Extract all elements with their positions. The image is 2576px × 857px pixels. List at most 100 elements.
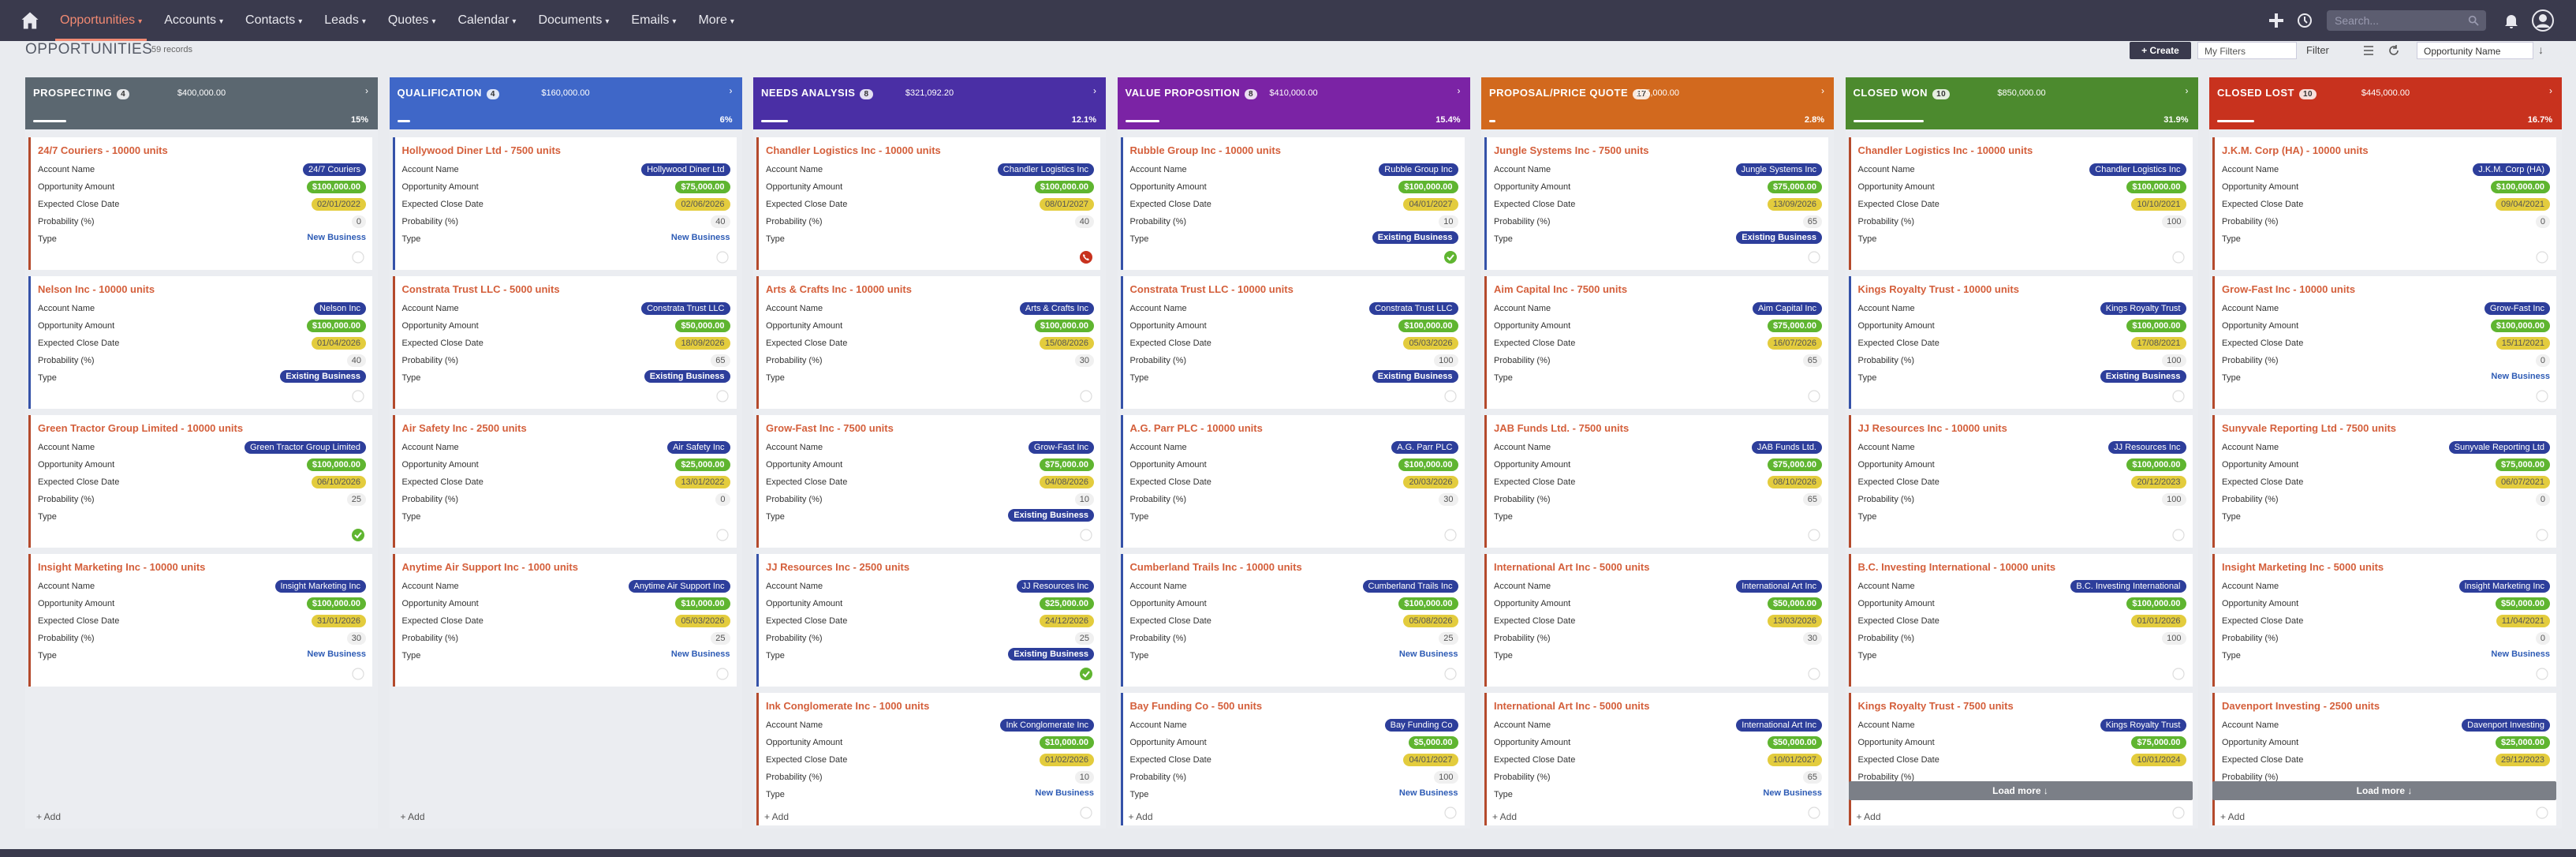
nav-item-accounts[interactable]: Accounts ▾: [159, 0, 228, 41]
status-circle-icon[interactable]: [1443, 668, 1457, 680]
status-circle-icon[interactable]: [1808, 806, 1820, 819]
account-value-link[interactable]: Kings Royalty Trust: [2100, 302, 2186, 315]
opportunity-card[interactable]: Hollywood Diner Ltd - 7500 units Account…: [392, 137, 737, 270]
status-circle-icon[interactable]: [1080, 806, 1092, 819]
opportunity-title-link[interactable]: Jungle Systems Inc - 7500 units: [1494, 144, 1649, 156]
opportunity-title-link[interactable]: Constrata Trust LLC - 5000 units: [401, 283, 560, 295]
status-circle-icon[interactable]: [1080, 529, 1092, 541]
account-value-link[interactable]: Insight Marketing Inc: [274, 580, 366, 593]
opportunity-card[interactable]: Air Safety Inc - 2500 units Account Name…: [392, 415, 737, 548]
opportunity-card[interactable]: Anytime Air Support Inc - 1000 units Acc…: [392, 554, 737, 687]
opportunity-card[interactable]: Green Tractor Group Limited - 10000 unit…: [28, 415, 372, 548]
account-value-link[interactable]: Anytime Air Support Inc: [628, 580, 730, 593]
status-circle-icon[interactable]: [1443, 390, 1457, 402]
list-view-icon[interactable]: [2361, 43, 2376, 58]
opportunity-title-link[interactable]: Ink Conglomerate Inc - 1000 units: [766, 700, 930, 712]
opportunity-title-link[interactable]: Bay Funding Co - 500 units: [1129, 700, 1263, 712]
opportunity-title-link[interactable]: Kings Royalty Trust - 7500 units: [1857, 700, 2014, 712]
opportunity-card[interactable]: International Art Inc - 5000 units Accou…: [1484, 693, 1828, 825]
load-more-button[interactable]: Load more ↓: [1848, 781, 2193, 800]
opportunity-card[interactable]: Rubble Group Inc - 10000 units Account N…: [1120, 137, 1465, 270]
account-value-link[interactable]: Nelson Inc: [314, 302, 366, 315]
opportunity-card[interactable]: Cumberland Trails Inc - 10000 units Acco…: [1120, 554, 1465, 687]
status-circle-icon[interactable]: [2536, 529, 2548, 541]
nav-item-leads[interactable]: Leads ▾: [319, 0, 371, 41]
opportunity-card[interactable]: J.K.M. Corp (HA) - 10000 units Account N…: [2212, 137, 2556, 270]
add-card-button[interactable]: + Add: [36, 811, 62, 822]
account-value-link[interactable]: International Art Inc: [1736, 719, 1822, 732]
account-value-link[interactable]: Rubble Group Inc: [1379, 163, 1458, 176]
opportunity-card[interactable]: Constrata Trust LLC - 5000 units Account…: [392, 276, 737, 409]
add-card-button[interactable]: + Add: [1856, 811, 1881, 822]
status-circle-icon[interactable]: [1443, 806, 1457, 819]
status-circle-icon[interactable]: [1808, 668, 1820, 680]
opportunity-card[interactable]: Ink Conglomerate Inc - 1000 units Accoun…: [756, 693, 1100, 825]
plus-icon[interactable]: [2267, 11, 2286, 30]
column-collapse-icon[interactable]: ›: [1093, 85, 1096, 96]
account-value-link[interactable]: Hollywood Diner Ltd: [641, 163, 730, 176]
add-card-button[interactable]: + Add: [400, 811, 425, 822]
opportunity-title-link[interactable]: JAB Funds Ltd. - 7500 units: [1494, 422, 1630, 434]
status-circle-icon[interactable]: [2536, 806, 2548, 819]
opportunity-title-link[interactable]: Anytime Air Support Inc - 1000 units: [401, 561, 578, 573]
opportunity-card[interactable]: Insight Marketing Inc - 10000 units Acco…: [28, 554, 372, 687]
phone-icon[interactable]: [1080, 251, 1092, 264]
load-more-button[interactable]: Load more ↓: [2212, 781, 2556, 800]
status-circle-icon[interactable]: [2171, 806, 2185, 819]
account-value-link[interactable]: Davenport Investing: [2462, 719, 2550, 732]
account-value-link[interactable]: Air Safety Inc: [667, 441, 730, 454]
opportunity-title-link[interactable]: JJ Resources Inc - 2500 units: [766, 561, 910, 573]
nav-item-documents[interactable]: Documents ▾: [533, 0, 614, 41]
column-collapse-icon[interactable]: ›: [1457, 85, 1461, 96]
opportunity-card[interactable]: Kings Royalty Trust - 10000 units Accoun…: [1848, 276, 2193, 409]
sort-field-select[interactable]: Opportunity Name: [2417, 42, 2533, 59]
status-circle-icon[interactable]: [352, 251, 364, 264]
status-circle-icon[interactable]: [1808, 251, 1820, 264]
opportunity-title-link[interactable]: International Art Inc - 5000 units: [1494, 561, 1650, 573]
status-circle-icon[interactable]: [2536, 251, 2548, 264]
check-circle-icon[interactable]: [352, 529, 364, 541]
opportunity-title-link[interactable]: A.G. Parr PLC - 10000 units: [1129, 422, 1263, 434]
status-circle-icon[interactable]: [2171, 668, 2185, 680]
add-card-button[interactable]: + Add: [1492, 811, 1518, 822]
account-value-link[interactable]: A.G. Parr PLC: [1391, 441, 1458, 454]
opportunity-card[interactable]: Aim Capital Inc - 7500 units Account Nam…: [1484, 276, 1828, 409]
account-value-link[interactable]: J.K.M. Corp (HA): [2473, 163, 2550, 176]
opportunity-title-link[interactable]: Arts & Crafts Inc - 10000 units: [766, 283, 912, 295]
opportunity-title-link[interactable]: J.K.M. Corp (HA) - 10000 units: [2222, 144, 2369, 156]
account-value-link[interactable]: Insight Marketing Inc: [2458, 580, 2550, 593]
opportunity-title-link[interactable]: B.C. Investing International - 10000 uni…: [1857, 561, 2056, 573]
add-card-button[interactable]: + Add: [764, 811, 790, 822]
opportunity-card[interactable]: JAB Funds Ltd. - 7500 units Account Name…: [1484, 415, 1828, 548]
column-collapse-icon[interactable]: ›: [365, 85, 368, 96]
account-value-link[interactable]: Jungle Systems Inc: [1735, 163, 1822, 176]
account-value-link[interactable]: Constrata Trust LLC: [641, 302, 730, 315]
opportunity-title-link[interactable]: Cumberland Trails Inc - 10000 units: [1129, 561, 1302, 573]
check-circle-icon[interactable]: [1443, 251, 1457, 264]
opportunity-card[interactable]: Grow-Fast Inc - 10000 units Account Name…: [2212, 276, 2556, 409]
opportunity-title-link[interactable]: International Art Inc - 5000 units: [1494, 700, 1650, 712]
opportunity-card[interactable]: Sunyvale Reporting Ltd - 7500 units Acco…: [2212, 415, 2556, 548]
account-value-link[interactable]: Constrata Trust LLC: [1369, 302, 1458, 315]
opportunity-title-link[interactable]: Chandler Logistics Inc - 10000 units: [1857, 144, 2033, 156]
status-circle-icon[interactable]: [2536, 390, 2548, 402]
account-value-link[interactable]: Bay Funding Co: [1384, 719, 1458, 732]
opportunity-card[interactable]: Chandler Logistics Inc - 10000 units Acc…: [756, 137, 1100, 270]
opportunity-card[interactable]: JJ Resources Inc - 10000 units Account N…: [1848, 415, 2193, 548]
nav-item-contacts[interactable]: Contacts ▾: [241, 0, 307, 41]
bell-icon[interactable]: [2502, 11, 2521, 30]
status-circle-icon[interactable]: [1443, 529, 1457, 541]
account-value-link[interactable]: Ink Conglomerate Inc: [1000, 719, 1094, 732]
account-value-link[interactable]: Grow-Fast Inc: [2484, 302, 2550, 315]
nav-item-more[interactable]: More ▾: [693, 0, 738, 41]
opportunity-card[interactable]: Constrata Trust LLC - 10000 units Accoun…: [1120, 276, 1465, 409]
status-circle-icon[interactable]: [1080, 390, 1092, 402]
column-collapse-icon[interactable]: ›: [729, 85, 733, 96]
sort-direction-icon[interactable]: ↓: [2538, 43, 2544, 56]
account-value-link[interactable]: B.C. Investing International: [2070, 580, 2186, 593]
opportunity-title-link[interactable]: Insight Marketing Inc - 10000 units: [38, 561, 206, 573]
account-value-link[interactable]: Chandler Logistics Inc: [2089, 163, 2186, 176]
opportunity-card[interactable]: Kings Royalty Trust - 7500 units Account…: [1848, 693, 2193, 825]
account-value-link[interactable]: 24/7 Couriers: [302, 163, 366, 176]
opportunity-card[interactable]: Insight Marketing Inc - 5000 units Accou…: [2212, 554, 2556, 687]
